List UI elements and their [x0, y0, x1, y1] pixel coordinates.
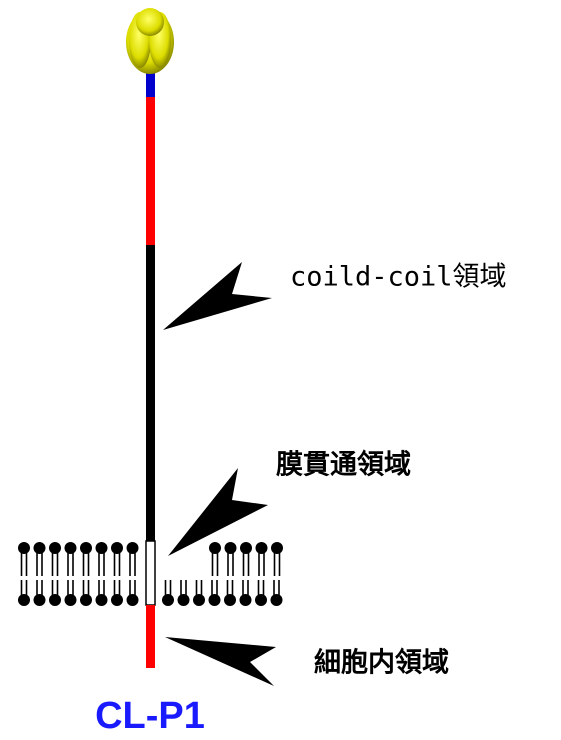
lipid	[65, 594, 77, 606]
lipid	[224, 594, 236, 606]
lipid	[49, 594, 61, 606]
lipid	[111, 542, 123, 554]
title: CL-P1	[95, 695, 205, 737]
lipid	[271, 594, 283, 606]
arrow	[163, 262, 272, 330]
lipid	[271, 542, 283, 554]
rod-red-bottom	[146, 605, 155, 668]
lipid	[255, 594, 267, 606]
lipid	[80, 542, 92, 554]
rod-transmembrane	[146, 541, 155, 605]
lipid	[162, 594, 174, 606]
lipid	[96, 594, 108, 606]
lipid	[127, 594, 139, 606]
lipid	[209, 542, 221, 554]
rod-blue	[146, 72, 155, 98]
lipid	[240, 542, 252, 554]
diagram: coild-coil領域 膜貫通領域 細胞内領域 CL-P1	[0, 0, 561, 740]
lipid	[34, 542, 46, 554]
lipid	[240, 594, 252, 606]
lipid	[256, 542, 268, 554]
lipid	[193, 594, 205, 606]
arrow	[165, 637, 276, 686]
lipid	[96, 542, 108, 554]
lipid	[49, 542, 61, 554]
rod-black	[146, 245, 155, 541]
lipid	[18, 542, 30, 554]
lipid	[111, 594, 123, 606]
arrow	[168, 468, 268, 556]
label-coiled-coil: coild-coil領域	[290, 262, 507, 293]
label-transmembrane: 膜貫通領域	[276, 449, 411, 481]
lipid	[209, 594, 221, 606]
lipid	[18, 594, 30, 606]
label-intracellular: 細胞内領域	[314, 647, 449, 679]
globular-head	[126, 8, 174, 74]
lipid	[225, 542, 237, 554]
lipid	[34, 594, 46, 606]
lipid	[178, 594, 190, 606]
lipid	[65, 542, 77, 554]
rod-red-top	[146, 97, 155, 245]
lipid	[127, 542, 139, 554]
lipid	[80, 594, 92, 606]
